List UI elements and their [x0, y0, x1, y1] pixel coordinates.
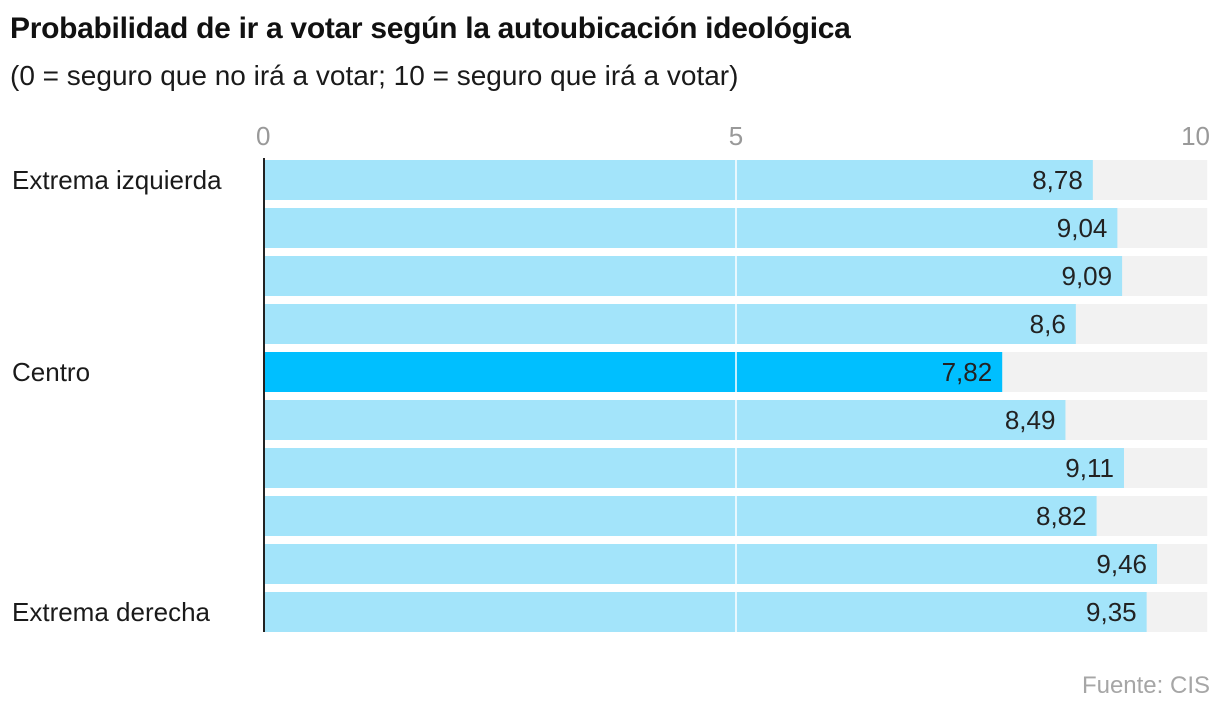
- bar-highlight: [264, 352, 1003, 392]
- data-label: 8,82: [1036, 501, 1087, 531]
- source-note: Fuente: CIS: [1081, 672, 1210, 699]
- bar: [264, 160, 1093, 200]
- bar: [264, 400, 1066, 440]
- data-label: 8,6: [1030, 309, 1066, 339]
- bar: [264, 592, 1147, 632]
- category-label: Extrema derecha: [12, 597, 211, 627]
- chart-title: Probabilidad de ir a votar según la auto…: [10, 12, 851, 45]
- bar: [264, 208, 1118, 248]
- category-label: Centro: [12, 357, 90, 387]
- bar: [264, 304, 1076, 344]
- bar: [264, 448, 1124, 488]
- data-label: 9,46: [1096, 549, 1147, 579]
- bar: [264, 256, 1123, 296]
- data-label: 8,49: [1005, 405, 1056, 435]
- category-label: Extrema izquierda: [12, 165, 222, 195]
- data-label: 9,35: [1086, 597, 1137, 627]
- data-label: 9,04: [1057, 213, 1108, 243]
- x-tick-label: 5: [729, 121, 743, 151]
- data-label: 9,11: [1065, 453, 1114, 483]
- data-label: 9,09: [1061, 261, 1112, 291]
- chart-subtitle: (0 = seguro que no irá a votar; 10 = seg…: [10, 60, 739, 91]
- bar: [264, 496, 1097, 536]
- x-tick-label: 0: [256, 121, 270, 151]
- x-tick-label: 10: [1181, 121, 1210, 151]
- data-label: 8,78: [1032, 165, 1083, 195]
- bar: [264, 544, 1158, 584]
- data-label: 7,82: [942, 357, 993, 387]
